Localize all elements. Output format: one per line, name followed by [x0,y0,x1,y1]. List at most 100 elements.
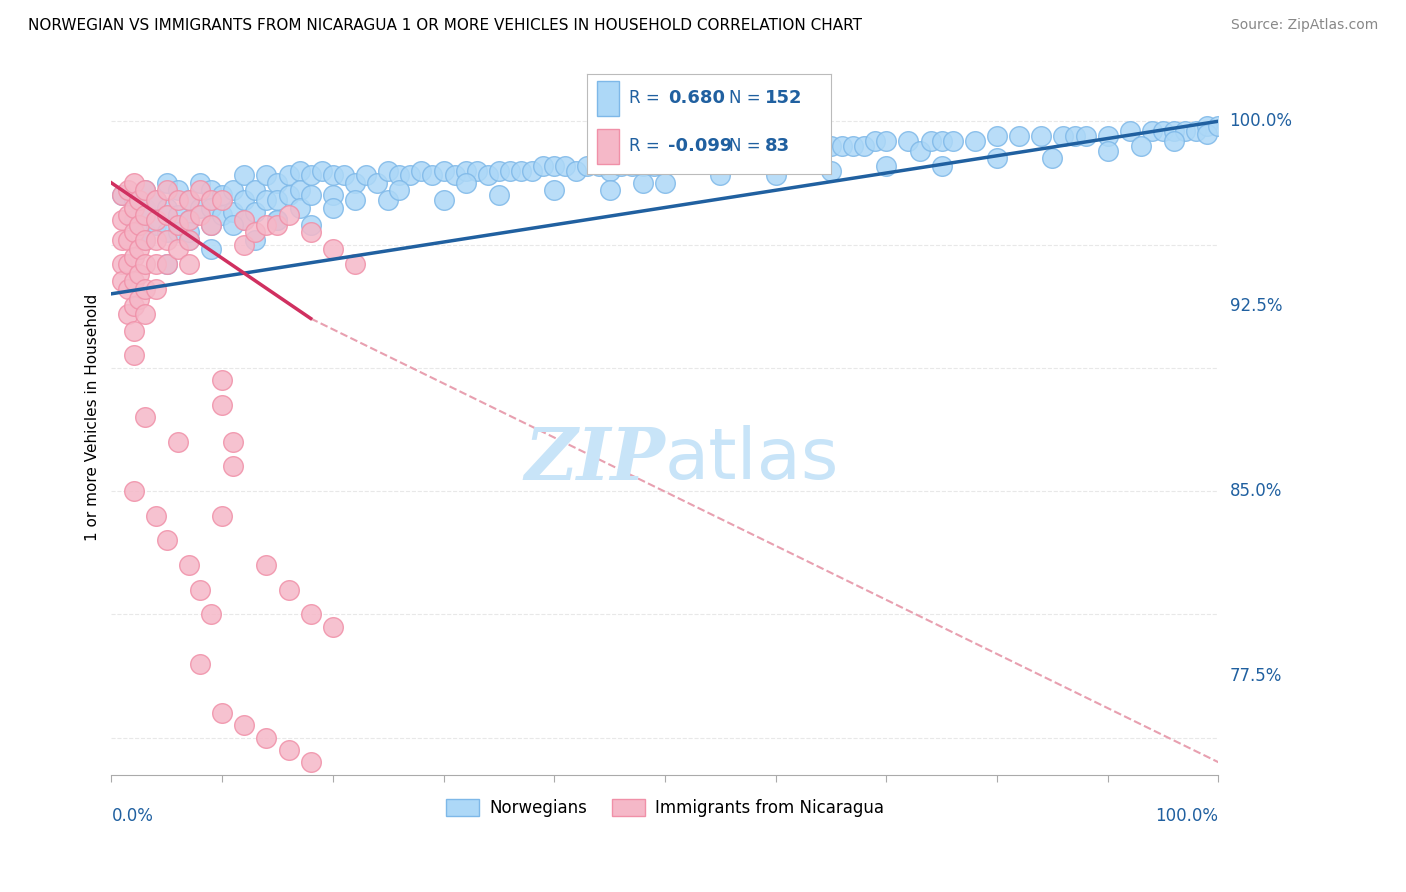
Point [128,193,150,207]
Point [211,398,233,412]
Point [177,558,200,572]
Point [343,257,366,271]
Point [299,218,322,232]
Point [222,183,245,197]
Point [211,373,233,387]
Point [599,183,621,197]
Point [222,218,245,232]
Point [145,193,167,207]
Point [697,151,720,165]
Point [254,731,277,745]
Point [222,205,245,219]
Point [122,225,145,239]
Point [134,410,156,425]
Point [299,225,322,239]
Point [731,146,754,161]
Point [875,134,897,148]
Point [422,169,444,183]
Point [1130,139,1153,153]
Point [117,307,139,321]
Point [588,159,610,173]
Point [117,233,139,247]
Point [134,257,156,271]
Point [709,151,731,165]
Point [842,139,865,153]
Point [720,151,742,165]
Point [808,144,831,158]
Point [1097,144,1119,158]
Point [134,233,156,247]
Point [377,193,399,207]
Point [631,176,654,190]
Point [1031,128,1053,143]
Point [177,193,200,207]
Point [820,139,842,153]
Point [134,183,156,197]
Point [599,163,621,178]
Point [145,212,167,227]
Point [200,218,222,232]
Point [122,250,145,264]
Point [128,218,150,232]
Point [1074,128,1097,143]
Point [200,218,222,232]
Point [222,434,245,449]
Point [576,159,599,173]
Text: 77.5%: 77.5% [1230,667,1282,685]
Point [377,163,399,178]
Point [1152,124,1174,138]
Point [254,193,277,207]
Point [211,188,233,202]
Point [477,169,499,183]
Point [565,163,588,178]
Point [245,183,267,197]
Point [665,151,688,165]
Point [432,163,454,178]
Point [211,706,233,720]
Point [134,183,156,197]
Point [322,243,344,257]
Point [122,324,145,338]
Point [388,183,411,197]
Point [188,201,211,215]
Point [488,188,510,202]
Text: Source: ZipAtlas.com: Source: ZipAtlas.com [1230,18,1378,32]
Point [322,188,344,202]
Point [245,205,267,219]
Point [343,193,366,207]
Point [277,169,299,183]
Point [111,257,134,271]
Point [654,151,676,165]
Point [288,163,311,178]
Point [299,756,322,770]
Point [266,176,288,190]
Point [166,243,188,257]
Point [765,169,787,183]
Point [117,257,139,271]
Point [200,201,222,215]
Point [166,193,188,207]
Point [853,139,876,153]
Point [145,282,167,296]
Point [156,183,179,197]
Point [820,163,842,178]
Point [277,582,299,597]
Point [1197,119,1219,133]
Point [122,484,145,499]
Point [299,607,322,622]
Point [188,176,211,190]
Point [266,212,288,227]
Point [254,558,277,572]
Point [366,176,388,190]
Point [322,620,344,634]
Point [488,163,510,178]
Text: atlas: atlas [665,425,839,494]
Point [554,159,576,173]
Point [233,718,256,732]
Point [134,282,156,296]
Point [277,743,299,757]
Text: 85.0%: 85.0% [1230,482,1282,500]
Point [156,225,179,239]
Point [200,193,222,207]
Point [742,146,765,161]
